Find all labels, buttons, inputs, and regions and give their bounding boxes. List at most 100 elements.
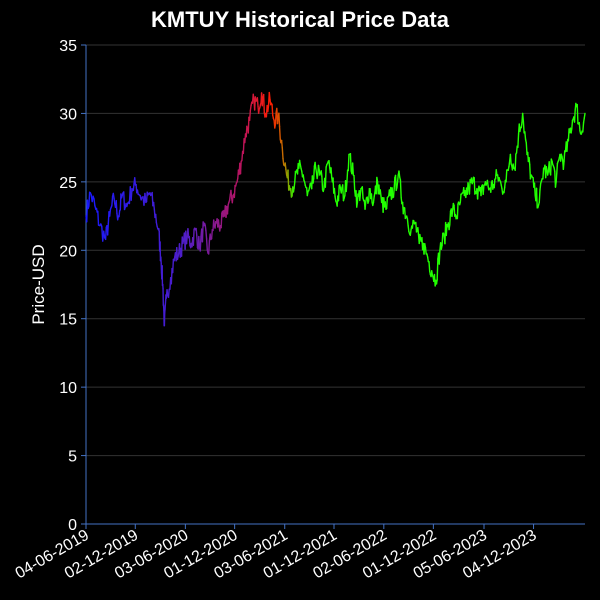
price-line-segment	[554, 181, 557, 188]
price-line-segment	[384, 201, 387, 210]
price-line-segment	[459, 193, 462, 204]
price-line-segment	[345, 181, 348, 193]
price-line-segment	[152, 201, 156, 210]
price-line-segment	[367, 187, 371, 202]
price-line-segment	[217, 219, 220, 227]
price-line-segment	[555, 172, 558, 183]
price-line-segment	[112, 192, 115, 199]
grid-lines	[86, 44, 585, 457]
price-line-segment	[226, 204, 229, 215]
price-line-segment	[467, 182, 470, 190]
price-line-segment	[396, 174, 399, 183]
price-line-segment	[324, 166, 327, 188]
price-line-segment	[449, 210, 452, 226]
price-line-segment	[403, 207, 407, 220]
price-line-segment	[115, 200, 118, 215]
price-line-segment	[563, 150, 566, 163]
price-line-segment	[582, 117, 585, 124]
price-line-segment	[102, 230, 106, 239]
price-line-segment	[210, 229, 214, 240]
price-line-segment	[349, 153, 352, 172]
price-line-segment	[333, 187, 336, 198]
price-line-segment	[239, 160, 242, 175]
price-line-segment	[535, 187, 538, 209]
price-line-segment	[306, 190, 309, 197]
price-line-segment	[361, 186, 364, 199]
price-line-segment	[144, 192, 147, 204]
price-line-segment	[257, 108, 260, 114]
price-line-segment	[195, 227, 198, 237]
price-line-segment	[468, 179, 471, 195]
price-line-segment	[566, 138, 569, 153]
price-line-segment	[583, 112, 586, 119]
price-line-segment	[220, 212, 223, 229]
price-line-segment	[113, 197, 116, 205]
price-line-segment	[556, 162, 559, 175]
price-line-segment	[298, 159, 302, 166]
price-line-segment	[256, 97, 259, 108]
price-line-segment	[347, 153, 350, 172]
price-line-segment	[522, 120, 525, 134]
price-line-segment	[396, 181, 399, 189]
axes	[81, 44, 585, 529]
price-line-segment	[337, 184, 340, 202]
price-line-segment	[281, 146, 284, 160]
price-line-segment	[407, 225, 410, 233]
price-line-segment	[340, 186, 343, 194]
price-line-segment	[451, 208, 454, 218]
price-line-segment	[261, 97, 264, 107]
price-line-segment	[573, 109, 576, 123]
price-line-segment	[351, 162, 355, 176]
price-line-segment	[399, 179, 402, 199]
price-line-segment	[402, 206, 405, 215]
price-line-segment	[196, 235, 199, 249]
price-line-segment	[276, 115, 279, 125]
price-line-segment	[520, 121, 523, 129]
price-line-segment	[486, 179, 489, 187]
price-line-segment	[104, 226, 107, 241]
price-line-segment	[252, 93, 255, 101]
price-line-segment	[230, 189, 233, 199]
price-line-segment	[548, 161, 551, 173]
price-line-segment	[571, 119, 574, 130]
price-line-segment	[172, 258, 175, 274]
price-line-segment	[317, 164, 320, 171]
price-line-segment	[453, 204, 456, 217]
price-line-segment	[480, 185, 483, 197]
price-line-segment	[88, 191, 91, 207]
price-line-segment	[233, 184, 236, 199]
price-line-segment	[445, 224, 448, 237]
price-line-segment	[490, 182, 493, 193]
price-line-segment	[280, 139, 283, 149]
price-line-segment	[393, 177, 396, 190]
price-line-segment	[130, 187, 133, 201]
price-line-segment	[379, 189, 382, 197]
price-line-segment	[108, 208, 112, 217]
price-line-segment	[262, 93, 266, 114]
price-line-segment	[428, 261, 431, 272]
price-line-segment	[278, 125, 281, 140]
price-line-segment	[123, 191, 126, 211]
price-line-segment	[448, 223, 451, 231]
price-line-segment	[248, 109, 252, 121]
price-line-segment	[538, 189, 541, 204]
y-axis-label: Price-USD	[29, 244, 48, 324]
price-line-segment	[391, 187, 394, 199]
chart-title: KMTUY Historical Price Data	[151, 7, 449, 32]
price-line-segment	[549, 158, 553, 176]
price-line-segment	[328, 159, 331, 169]
price-line-segment	[346, 169, 349, 183]
price-line-segment	[426, 256, 430, 263]
price-line-segment	[111, 195, 114, 207]
price-line-segment	[578, 121, 581, 132]
price-line-segment	[533, 182, 536, 197]
price-line-segment	[313, 165, 316, 180]
price-line-segment	[231, 194, 234, 204]
y-tick-label: 35	[59, 38, 77, 55]
price-line-segment	[409, 229, 412, 236]
x-tick-labels: 04-06-201902-12-201903-06-202001-12-2020…	[13, 527, 540, 583]
price-line-segment	[334, 196, 337, 202]
price-line-segment	[436, 258, 439, 281]
price-line-segment	[493, 178, 496, 189]
